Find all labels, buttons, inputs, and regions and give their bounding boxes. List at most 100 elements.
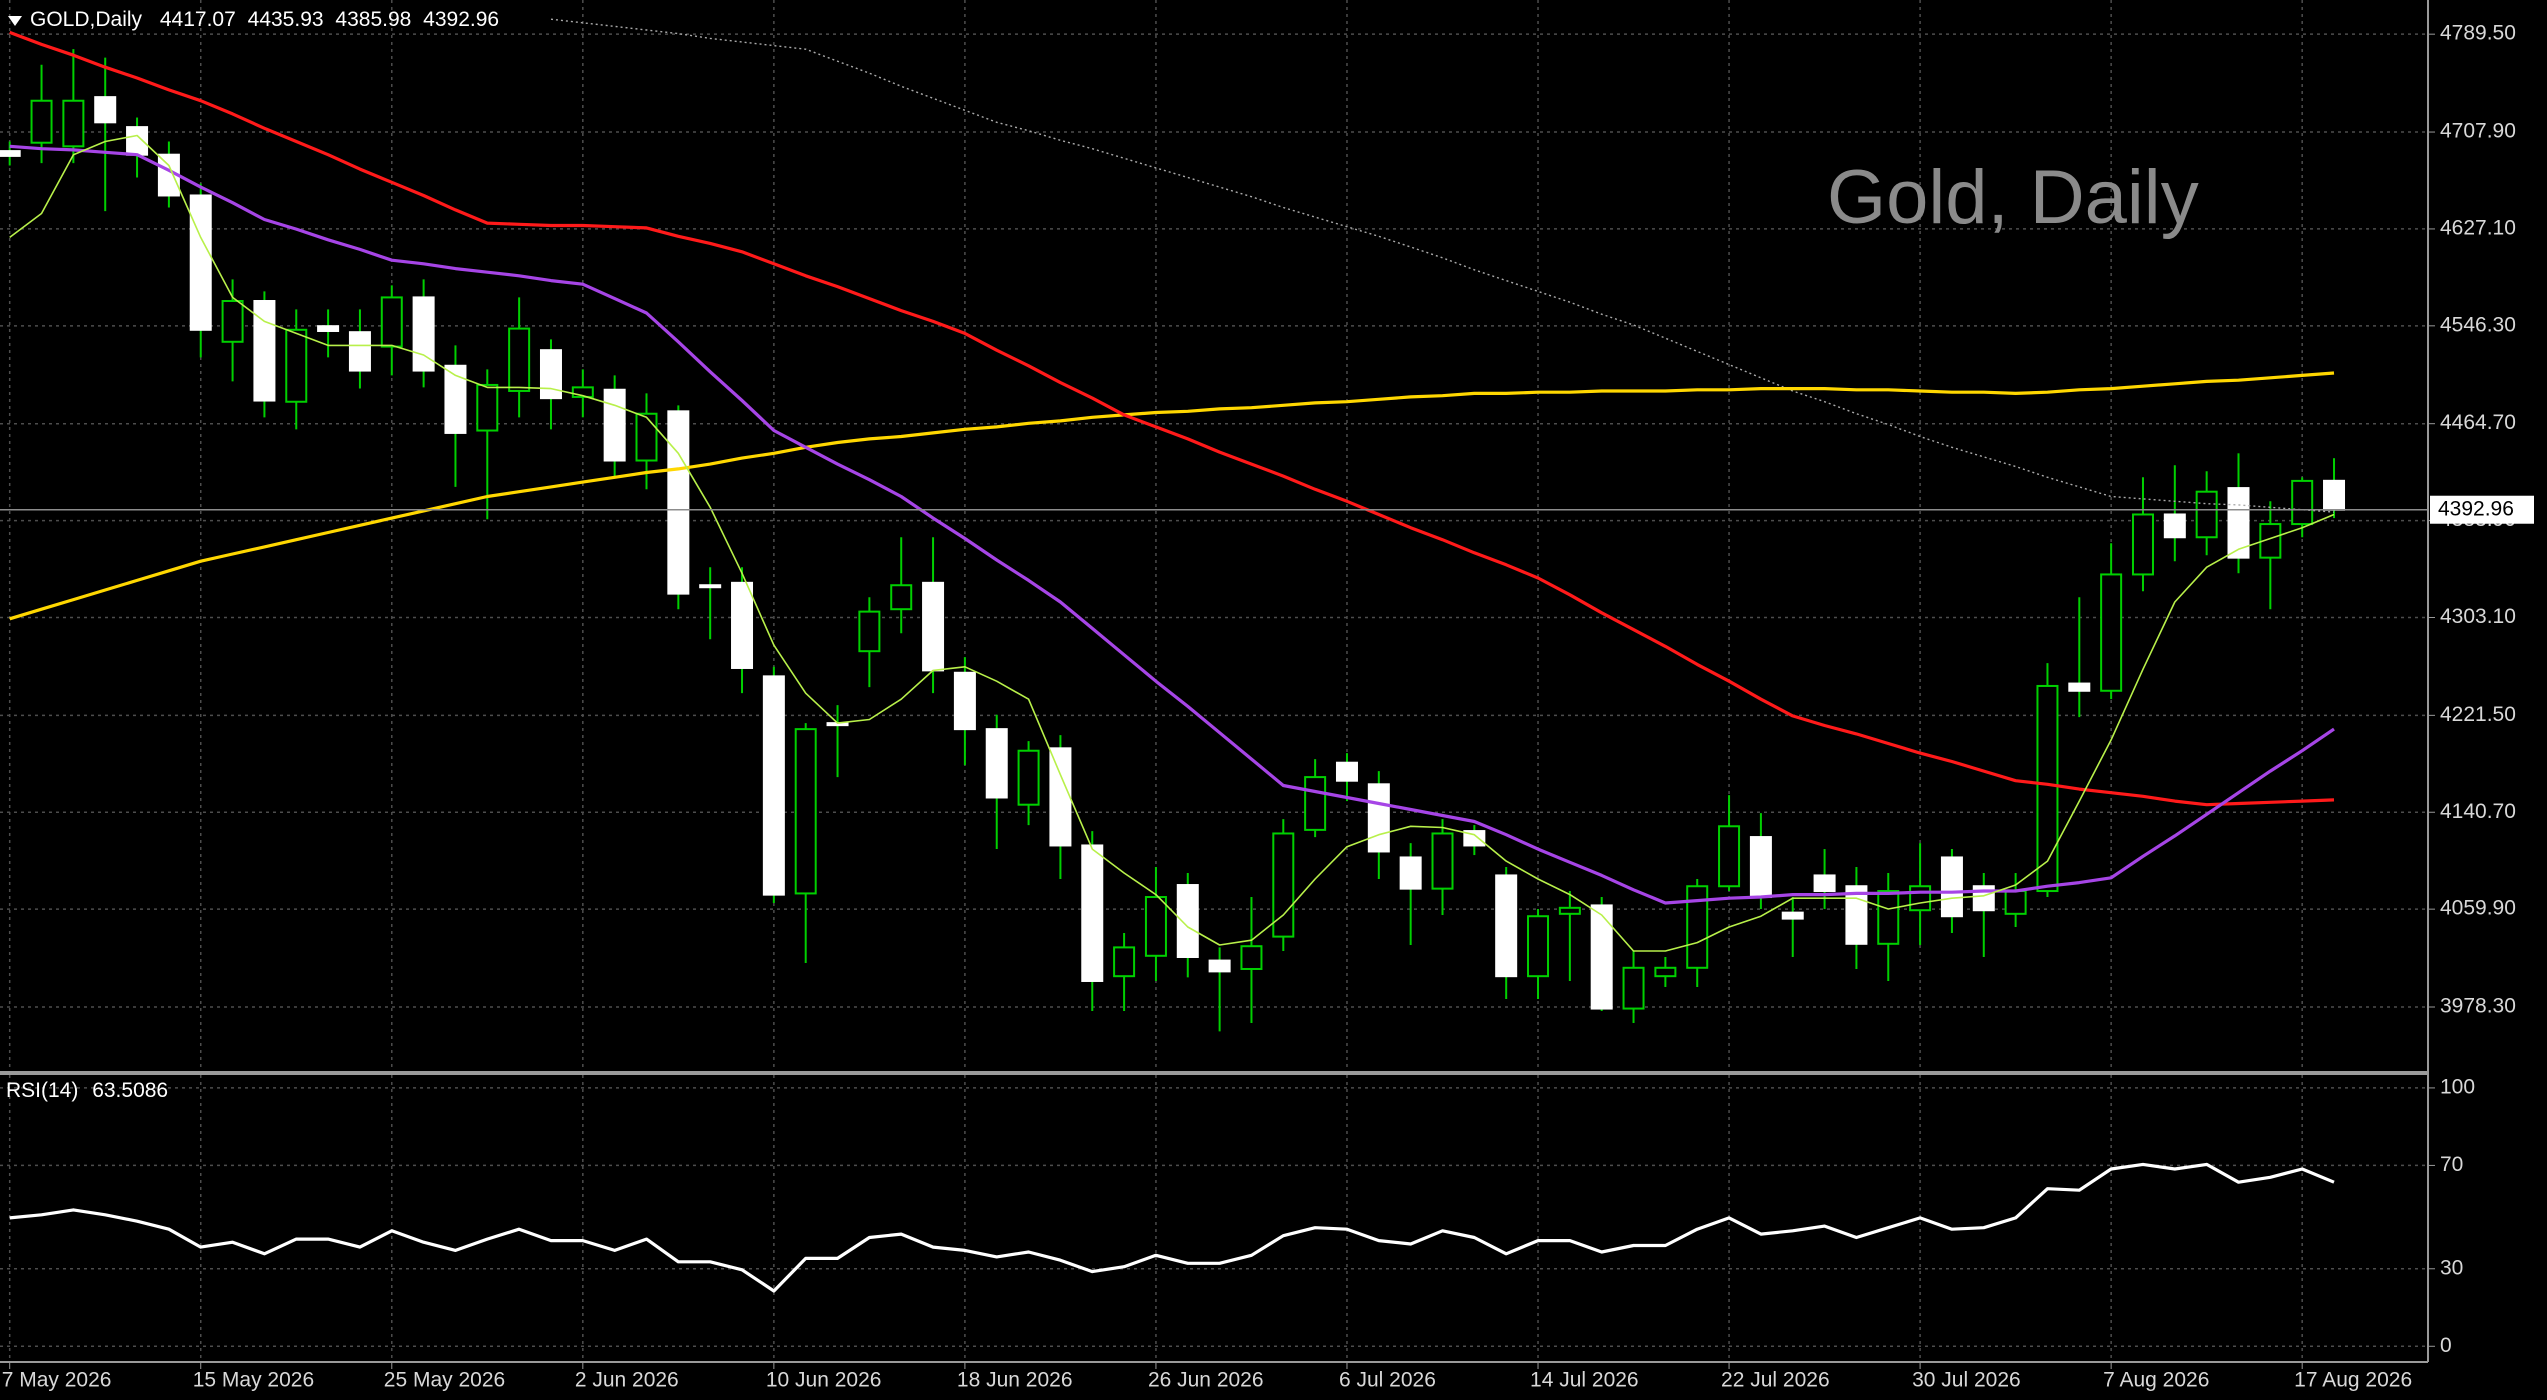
- candle-body: [1081, 844, 1104, 982]
- candle-body: [1113, 946, 1136, 978]
- x-tick-label: 30 Jul 2026: [1912, 1369, 2021, 1392]
- candle-body: [1813, 874, 1836, 893]
- candle-body: [1017, 749, 1040, 806]
- menu-arrow[interactable]: [8, 16, 22, 26]
- candle-body: [30, 99, 53, 144]
- line-series: [9, 144, 2335, 905]
- x-tick-label: 26 Jun 2026: [1148, 1369, 1264, 1392]
- candle-body: [2131, 513, 2154, 576]
- candle-body: [1909, 885, 1932, 912]
- candle-body: [858, 610, 881, 653]
- candle-body: [285, 328, 308, 403]
- candle-body: [1463, 830, 1486, 847]
- candle-body: [635, 412, 658, 462]
- x-tick-label: 18 Jun 2026: [957, 1369, 1073, 1392]
- y-tick-label: 4464.70: [2440, 411, 2516, 434]
- price-label: 4392.96: [2438, 497, 2514, 520]
- candle-body: [1176, 884, 1199, 958]
- header-low: 4385.98: [335, 8, 411, 31]
- candle-body: [94, 96, 117, 124]
- header-open: 4417.07: [160, 8, 236, 31]
- indicator-title: RSI(14): [6, 1079, 78, 1102]
- candle-body: [1367, 783, 1390, 853]
- candle-body: [762, 675, 785, 896]
- candle-body: [539, 349, 562, 400]
- candle-body: [189, 194, 212, 331]
- y-tick-label: 4789.50: [2440, 22, 2516, 45]
- x-tick-label: 7 May 2026: [2, 1369, 112, 1392]
- candle-body: [953, 671, 976, 731]
- candle-body: [1272, 832, 1295, 938]
- x-tick-label: 25 May 2026: [384, 1369, 505, 1392]
- candle-body: [1940, 856, 1963, 918]
- line-series: [9, 1162, 2335, 1293]
- y-tick-label: 70: [2440, 1153, 2463, 1176]
- y-tick-label: 4221.50: [2440, 703, 2516, 726]
- candle-body: [380, 296, 403, 348]
- x-tick-label: 10 Jun 2026: [766, 1369, 882, 1392]
- candle-body: [1877, 890, 1900, 945]
- candle-body: [2100, 573, 2123, 692]
- candle-body: [603, 388, 626, 462]
- y-tick-label: 0: [2440, 1334, 2452, 1357]
- candle-body: [699, 584, 722, 589]
- candle-body: [62, 99, 85, 148]
- candle-body: [412, 296, 435, 372]
- candle-body: [1431, 832, 1454, 890]
- candle-body: [1686, 885, 1709, 969]
- candle-body: [2036, 684, 2059, 893]
- y-tick-label: 100: [2440, 1075, 2475, 1098]
- candle-body: [317, 325, 340, 332]
- candle-body: [2323, 479, 2346, 511]
- candle-body: [922, 581, 945, 672]
- candle-body: [2068, 682, 2091, 692]
- candle-body: [1718, 825, 1741, 888]
- candle-body: [126, 126, 149, 156]
- candle-body: [221, 300, 244, 343]
- candle-body: [1335, 761, 1358, 782]
- candle-body: [1049, 747, 1072, 847]
- candle-body: [1749, 836, 1772, 899]
- y-tick-label: 4546.30: [2440, 313, 2516, 336]
- x-tick-label: 7 Aug 2026: [2103, 1369, 2209, 1392]
- candle-body: [1304, 776, 1327, 831]
- candle-body: [348, 331, 371, 372]
- marks-layer: [0, 18, 2428, 1293]
- y-tick-label: 4707.90: [2440, 120, 2516, 143]
- x-tick-label: 15 May 2026: [193, 1369, 314, 1392]
- x-tick-label: 17 Aug 2026: [2294, 1369, 2412, 1392]
- chart-header: GOLD,Daily 4417.07 4435.93 4385.98 4392.…: [30, 8, 499, 31]
- candle-body: [2291, 479, 2314, 526]
- price-label-box: [2430, 495, 2534, 524]
- candle-body: [985, 728, 1008, 799]
- x-tick-label: 22 Jul 2026: [1721, 1369, 1830, 1392]
- candle-body: [1240, 945, 1263, 970]
- y-tick-label: 4627.10: [2440, 216, 2516, 239]
- candle-body: [253, 300, 276, 402]
- x-tick-label: 6 Jul 2026: [1339, 1369, 1436, 1392]
- candle-body: [1590, 904, 1613, 1010]
- candle-body: [890, 584, 913, 611]
- y-tick-label: 4059.90: [2440, 897, 2516, 920]
- candle-body: [571, 386, 594, 398]
- candle-body: [0, 150, 21, 157]
- candle-body: [1144, 896, 1167, 957]
- watermark: Gold, Daily: [1827, 155, 2199, 240]
- candle-body: [2259, 523, 2282, 559]
- line-series: [550, 18, 2335, 513]
- y-tick-label: 30: [2440, 1256, 2463, 1279]
- line-series: [9, 30, 2335, 807]
- candle-body: [476, 383, 499, 432]
- candle-body: [667, 410, 690, 595]
- candle-body: [508, 327, 531, 392]
- axis-layer: 7 May 2026 15 May 2026 25 May 2026 2 Jun 20…: [2, 22, 2534, 1392]
- y-tick-label: 4303.10: [2440, 605, 2516, 628]
- candle-body: [2195, 490, 2218, 539]
- candle-body: [1208, 959, 1231, 973]
- y-tick-label: 4140.70: [2440, 800, 2516, 823]
- header-close: 4392.96: [423, 8, 499, 31]
- x-tick-label: 2 Jun 2026: [575, 1369, 679, 1392]
- line-series: [9, 371, 2335, 621]
- candle-body: [1558, 906, 1581, 915]
- candle-body: [731, 581, 754, 669]
